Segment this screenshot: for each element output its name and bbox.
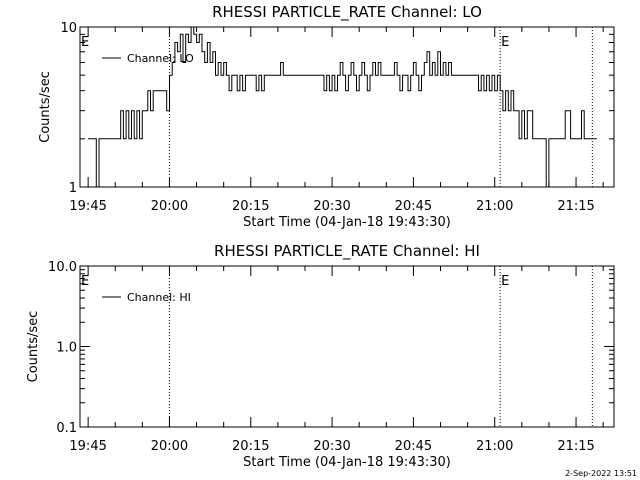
x-tick-label: 20:45 (395, 439, 432, 454)
y-tick-label: 1.0 (56, 341, 77, 356)
x-tick-label: 20:00 (151, 439, 188, 454)
legend-label: Channel: HI (127, 291, 191, 304)
x-tick-label: 21:00 (476, 439, 513, 454)
x-tick-label: 20:45 (395, 199, 432, 214)
x-tick-label: 20:00 (151, 199, 188, 214)
series-line-lo (88, 26, 597, 188)
y-tick-label: 1 (69, 181, 77, 196)
panel-hi: RHESSI PARTICLE_RATE Channel: HI Start Ti… (26, 242, 615, 470)
event-marker: E (501, 274, 509, 289)
chart-title: RHESSI PARTICLE_RATE Channel: HI (214, 242, 480, 261)
plot-frame (79, 26, 615, 188)
x-tick-label: 20:30 (313, 439, 350, 454)
x-tick-label: 20:15 (232, 439, 269, 454)
y-tick-label: 0.1 (56, 421, 77, 436)
event-marker: E (81, 274, 89, 289)
y-axis-label: Counts/sec (26, 311, 41, 383)
x-tick-label: 19:45 (69, 439, 106, 454)
x-tick-label: 21:00 (476, 199, 513, 214)
event-marker: E (501, 35, 509, 50)
footer-timestamp: 2-Sep-2022 13:51 (565, 469, 637, 478)
x-tick-label: 20:15 (232, 199, 269, 214)
x-tick-label: 21:15 (557, 199, 594, 214)
event-marker: E (81, 35, 89, 50)
panel-lo: RHESSI PARTICLE_RATE Channel: LO Start Ti… (38, 3, 615, 230)
x-tick-label: 21:15 (557, 439, 594, 454)
y-tick-label: 10 (60, 21, 77, 36)
x-tick-label: 20:30 (313, 199, 350, 214)
legend-label: Channel: LO (127, 52, 194, 65)
x-tick-label: 19:45 (69, 199, 106, 214)
y-axis-label: Counts/sec (38, 71, 53, 143)
chart-title: RHESSI PARTICLE_RATE Channel: LO (212, 3, 482, 22)
x-axis-label: Start Time (04-Jan-18 19:43:30) (243, 215, 451, 230)
y-tick-label: 10.0 (48, 260, 77, 275)
x-axis-label: Start Time (04-Jan-18 19:43:30) (243, 455, 451, 470)
